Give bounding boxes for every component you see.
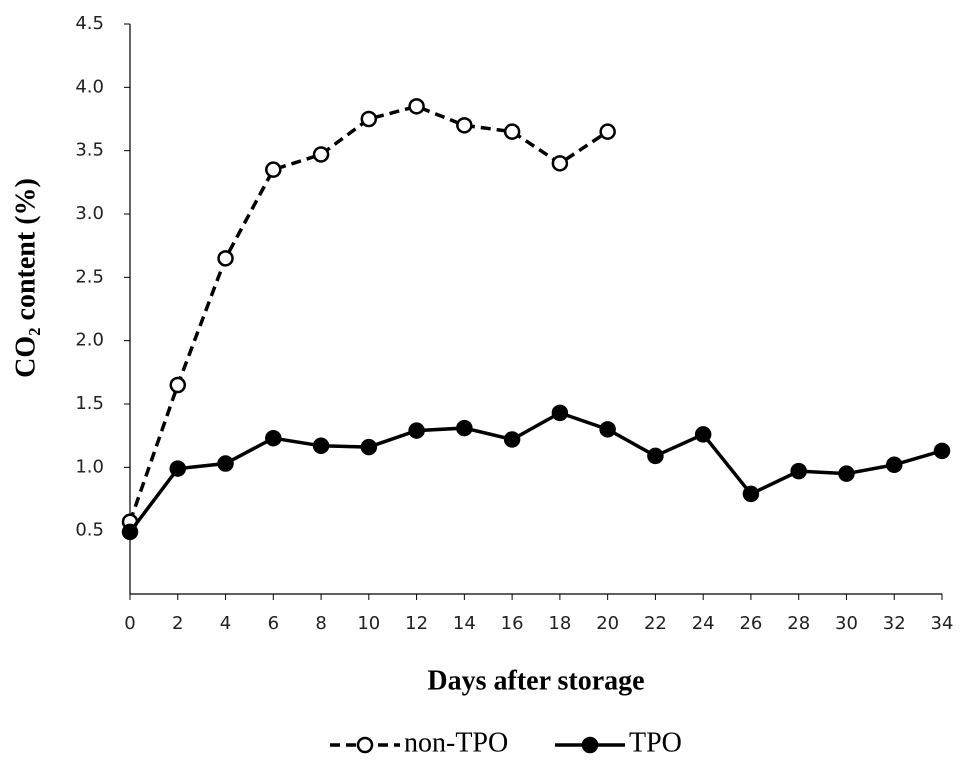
y-tick-label: 0.5 [75, 520, 104, 541]
data-point [314, 147, 328, 161]
x-tick-label: 34 [931, 613, 954, 634]
data-point [266, 163, 280, 177]
y-tick-label: 2.5 [75, 266, 104, 287]
data-point [553, 406, 567, 420]
data-point [792, 464, 806, 478]
y-tick-label: 3.5 [75, 140, 104, 161]
y-tick-label: 1.0 [75, 456, 104, 477]
data-point [171, 462, 185, 476]
x-tick-label: 28 [787, 613, 810, 634]
data-point [505, 432, 519, 446]
x-tick-label: 14 [453, 613, 476, 634]
data-point [362, 440, 376, 454]
data-point [219, 251, 233, 265]
y-tick-label: 3.0 [75, 203, 104, 224]
legend-marker [583, 738, 597, 752]
x-axis-title: Days after storage [427, 665, 644, 696]
x-tick-label: 6 [268, 613, 279, 634]
x-tick-label: 20 [596, 613, 619, 634]
x-tick-label: 26 [739, 613, 762, 634]
y-tick-label: 4.5 [75, 13, 104, 34]
series-line [130, 106, 608, 521]
x-tick-label: 8 [315, 613, 326, 634]
y-tick-label: 2.0 [75, 330, 104, 351]
x-tick-label: 4 [220, 613, 231, 634]
data-point [505, 125, 519, 139]
legend-label: non-TPO [404, 727, 508, 758]
data-point [457, 421, 471, 435]
data-point [601, 422, 615, 436]
data-point [887, 458, 901, 472]
data-point [123, 525, 137, 539]
data-point [935, 444, 949, 458]
chart: Days after storage CO₂ content (%) 0.5 1.… [0, 0, 963, 763]
legend-label: TPO [629, 727, 682, 758]
data-point [839, 467, 853, 481]
data-point [601, 125, 615, 139]
data-point [410, 99, 424, 113]
data-point [171, 378, 185, 392]
x-tick-label: 18 [548, 613, 571, 634]
data-point [744, 487, 758, 501]
legend-marker [358, 738, 372, 752]
x-tick-label: 16 [501, 613, 524, 634]
data-point [457, 118, 471, 132]
x-tick-label: 2 [172, 613, 183, 634]
data-point [696, 427, 710, 441]
data-point [553, 156, 567, 170]
data-point [314, 439, 328, 453]
y-tick-label: 1.5 [75, 393, 104, 414]
data-point [219, 457, 233, 471]
x-tick-label: 24 [692, 613, 715, 634]
x-tick-label: 0 [124, 613, 135, 634]
data-point [648, 449, 662, 463]
x-tick-label: 10 [357, 613, 380, 634]
x-tick-label: 30 [835, 613, 858, 634]
x-tick-label: 32 [883, 613, 906, 634]
data-point [362, 112, 376, 126]
y-tick-label: 4.0 [75, 76, 104, 97]
data-point [410, 424, 424, 438]
x-tick-label: 12 [405, 613, 428, 634]
x-tick-label: 22 [644, 613, 667, 634]
series-line [130, 413, 942, 532]
data-point [266, 431, 280, 445]
y-axis-title: CO₂ content (%) [10, 178, 41, 378]
